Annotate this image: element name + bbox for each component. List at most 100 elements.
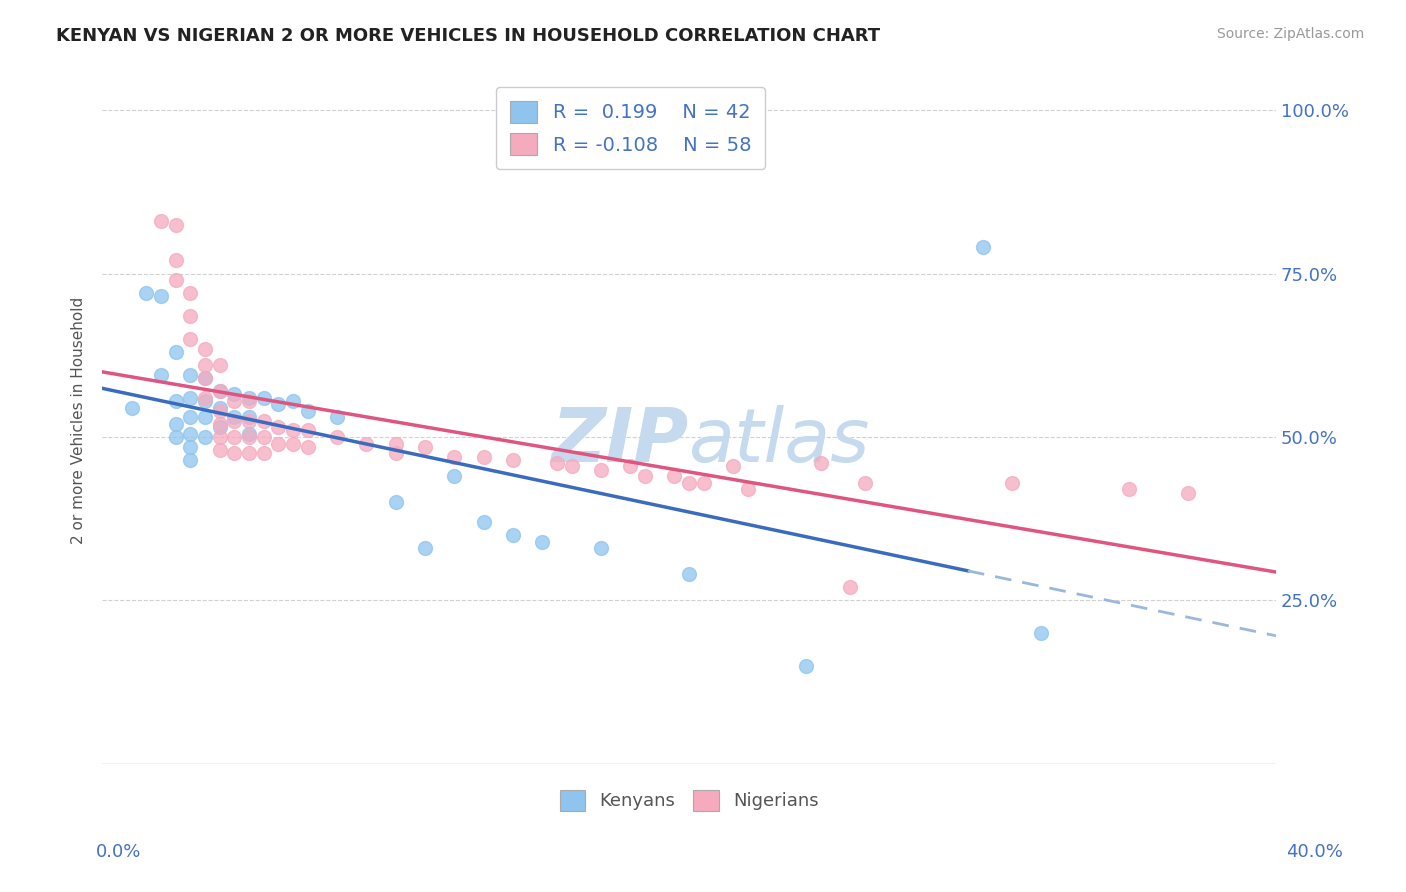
Point xyxy=(238,410,260,425)
Point xyxy=(472,515,495,529)
Point xyxy=(634,469,657,483)
Point xyxy=(443,469,465,483)
Point xyxy=(678,567,700,582)
Point xyxy=(1118,483,1140,497)
Point xyxy=(179,286,201,301)
Point xyxy=(224,394,246,409)
Point xyxy=(281,424,304,438)
Point xyxy=(297,404,319,418)
Point xyxy=(238,446,260,460)
Point xyxy=(194,342,217,356)
Point xyxy=(413,541,436,555)
Point xyxy=(194,430,217,444)
Point xyxy=(326,410,349,425)
Point xyxy=(135,286,157,301)
Point xyxy=(208,420,231,434)
Point xyxy=(1177,485,1199,500)
Point xyxy=(224,446,246,460)
Point xyxy=(194,358,217,372)
Point xyxy=(165,345,187,359)
Point xyxy=(384,436,406,450)
Point xyxy=(165,218,187,232)
Point xyxy=(179,309,201,323)
Point xyxy=(619,459,641,474)
Text: 0.0%: 0.0% xyxy=(96,843,141,861)
Point xyxy=(179,440,201,454)
Point xyxy=(208,384,231,399)
Point xyxy=(179,453,201,467)
Point xyxy=(208,430,231,444)
Point xyxy=(179,332,201,346)
Point xyxy=(839,580,862,594)
Point xyxy=(810,456,832,470)
Point xyxy=(149,368,172,382)
Point xyxy=(356,436,378,450)
Point xyxy=(853,475,876,490)
Point xyxy=(281,394,304,409)
Point xyxy=(165,394,187,409)
Point xyxy=(194,410,217,425)
Point xyxy=(281,436,304,450)
Point xyxy=(165,253,187,268)
Point xyxy=(502,528,524,542)
Point xyxy=(561,459,583,474)
Point xyxy=(267,436,290,450)
Legend: Kenyans, Nigerians: Kenyans, Nigerians xyxy=(547,777,831,823)
Point xyxy=(1001,475,1024,490)
Point xyxy=(589,463,612,477)
Point xyxy=(194,371,217,385)
Point xyxy=(194,391,217,405)
Point xyxy=(208,384,231,399)
Point xyxy=(252,430,274,444)
Point xyxy=(238,394,260,409)
Point xyxy=(121,401,143,415)
Point xyxy=(252,414,274,428)
Point xyxy=(208,404,231,418)
Point xyxy=(693,475,716,490)
Point xyxy=(238,426,260,441)
Point xyxy=(443,450,465,464)
Point xyxy=(413,440,436,454)
Point xyxy=(796,658,818,673)
Point xyxy=(194,371,217,385)
Point xyxy=(721,459,744,474)
Text: 40.0%: 40.0% xyxy=(1286,843,1343,861)
Point xyxy=(208,417,231,431)
Point xyxy=(267,397,290,411)
Point xyxy=(472,450,495,464)
Point xyxy=(664,469,686,483)
Point xyxy=(179,391,201,405)
Point xyxy=(297,440,319,454)
Point xyxy=(384,495,406,509)
Point xyxy=(179,426,201,441)
Point xyxy=(252,391,274,405)
Point xyxy=(224,387,246,401)
Point xyxy=(179,368,201,382)
Point xyxy=(165,417,187,431)
Point xyxy=(208,401,231,415)
Point xyxy=(165,430,187,444)
Point xyxy=(678,475,700,490)
Text: Source: ZipAtlas.com: Source: ZipAtlas.com xyxy=(1216,27,1364,41)
Point xyxy=(194,394,217,409)
Point xyxy=(208,358,231,372)
Point xyxy=(208,443,231,458)
Point xyxy=(384,446,406,460)
Point xyxy=(297,424,319,438)
Point xyxy=(238,414,260,428)
Point xyxy=(972,240,994,254)
Point xyxy=(149,214,172,228)
Point xyxy=(165,273,187,287)
Point xyxy=(737,483,759,497)
Text: atlas: atlas xyxy=(689,405,870,477)
Point xyxy=(502,453,524,467)
Point xyxy=(238,430,260,444)
Point xyxy=(326,430,349,444)
Text: ZIP: ZIP xyxy=(551,405,689,478)
Text: KENYAN VS NIGERIAN 2 OR MORE VEHICLES IN HOUSEHOLD CORRELATION CHART: KENYAN VS NIGERIAN 2 OR MORE VEHICLES IN… xyxy=(56,27,880,45)
Point xyxy=(267,420,290,434)
Point xyxy=(589,541,612,555)
Point xyxy=(224,414,246,428)
Point xyxy=(546,456,568,470)
Point xyxy=(179,410,201,425)
